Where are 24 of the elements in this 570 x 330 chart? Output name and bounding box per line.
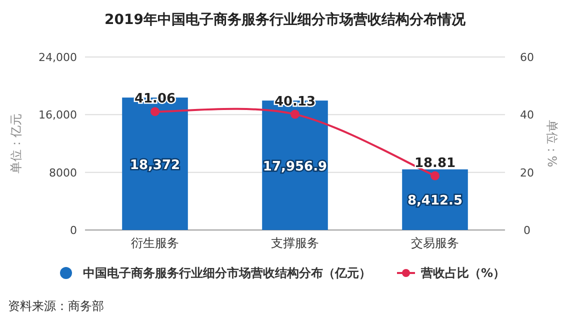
text: 资料来源：商务部 <box>8 299 104 313</box>
y2-tick-label: 40 <box>520 108 534 122</box>
y2-tick-label: 20 <box>520 166 534 180</box>
point <box>290 110 300 119</box>
data-label: 8,412.5 <box>407 194 463 209</box>
point <box>430 171 440 180</box>
legend-label: 营收占比（%） <box>420 266 506 280</box>
x-tick-label: 支撑服务 <box>271 236 319 250</box>
y-tick-label: 8000 <box>49 166 77 180</box>
y2-axis-title: 单位：% <box>545 120 559 168</box>
y-axis-title: 单位：亿元 <box>9 114 23 174</box>
y2-tick-label: 60 <box>520 51 534 64</box>
data-label: 18,372 <box>130 158 180 173</box>
data-label: 18.81 <box>414 156 456 171</box>
y-tick-label: 16,000 <box>38 108 77 122</box>
point <box>150 107 160 116</box>
y-tick-label: 0 <box>70 224 77 237</box>
x-tick-label: 衍生服务 <box>131 236 179 250</box>
x-tick-label: 交易服务 <box>411 236 459 250</box>
data-label: 17,956.9 <box>262 159 328 174</box>
chart-title: 2019年中国电子商务服务行业细分市场营收结构分布情况 <box>104 11 466 28</box>
y2-tick-label: 0 <box>524 224 530 237</box>
y-tick-label: 24,000 <box>38 51 77 64</box>
legend-label: 中国电子商务服务行业细分市场营收结构分布（亿元） <box>83 266 371 280</box>
